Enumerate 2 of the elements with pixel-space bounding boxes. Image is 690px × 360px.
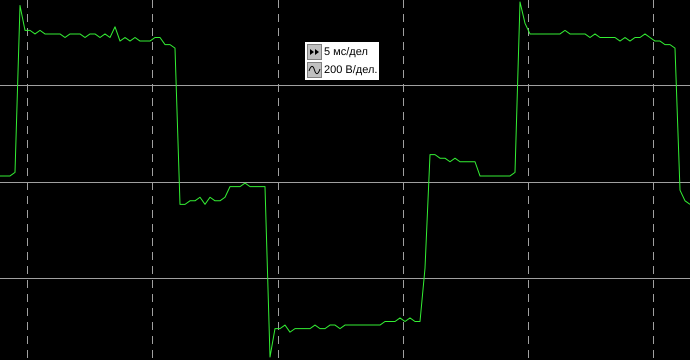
annotation: 200 В/дел. — [324, 64, 378, 76]
annotation: 5 мс/дел — [324, 46, 368, 58]
